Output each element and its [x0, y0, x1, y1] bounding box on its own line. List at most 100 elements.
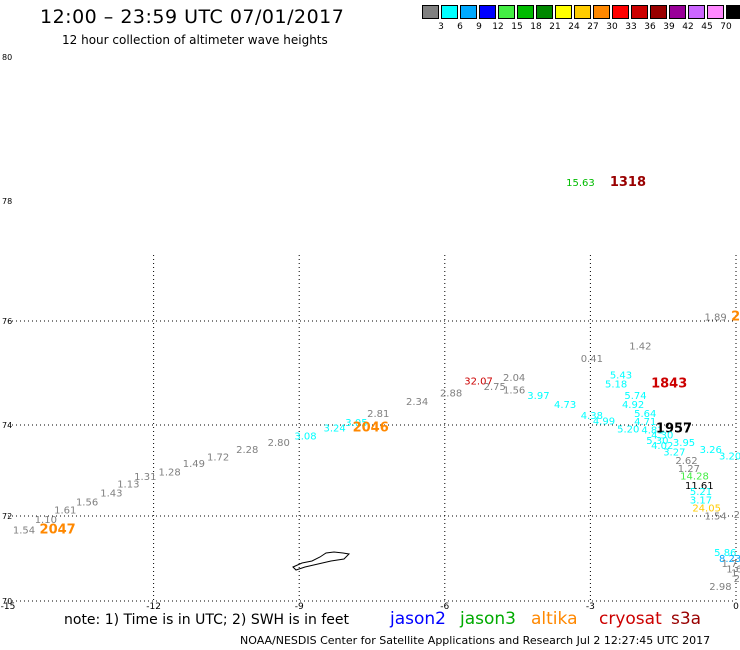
color-swatch [574, 5, 591, 19]
wave-height-label: 2.81 [367, 409, 389, 420]
wave-height-label: 0.41 [581, 354, 603, 365]
color-legend-label: 15 [511, 22, 523, 32]
wave-height-label: 2.98 [709, 582, 731, 593]
jan-mayen-island [292, 551, 351, 571]
observation-time-label: 1843 [651, 377, 687, 392]
wave-height-label: 1.54 [704, 511, 726, 522]
wave-height-label: 2 [734, 574, 740, 585]
color-legend-label: 45 [701, 22, 713, 32]
wave-height-label: 4.02 [651, 441, 673, 452]
wave-height-label: 1 [731, 568, 737, 579]
color-swatch [593, 5, 610, 19]
wave-height-label: 5.86 [714, 548, 736, 559]
axis-labels: 80 78 76 74 72 70-15 -12 -9 -6 -3 0 [1, 53, 739, 612]
color-swatch [536, 5, 553, 19]
lat-tick-label: 74 [2, 421, 12, 430]
satellite-legend-cryosat: cryosat [599, 609, 662, 629]
wave-height-label: 3.20 [719, 452, 740, 463]
observation-time-label: 20 [731, 309, 740, 324]
color-swatch [422, 5, 439, 19]
observation-time-label: 2046 [353, 421, 389, 436]
satellite-legend-s3a: s3a [671, 609, 702, 629]
wave-height-label: 24.05 [692, 504, 721, 515]
wave-height-label: 5.30 [646, 436, 668, 447]
color-swatch [612, 5, 629, 19]
wave-height-label: 2.88 [440, 389, 462, 400]
satellite-legend-jason3: jason3 [460, 609, 516, 629]
wave-height-label: 1.56 [503, 386, 525, 397]
color-swatch [498, 5, 515, 19]
wave-height-label: 2.34 [406, 397, 428, 408]
wave-height-label: 32.07 [464, 377, 493, 388]
lon-tick-label: -9 [295, 602, 304, 612]
color-legend-label: 24 [568, 22, 580, 32]
lon-tick-label: -3 [586, 602, 595, 612]
observation-time-label: 1318 [610, 175, 646, 190]
color-swatch [726, 5, 740, 19]
lat-tick-label: 72 [2, 512, 12, 521]
wave-height-label: 2.75 [484, 382, 506, 393]
wave-height-label: 1.72 [207, 452, 229, 463]
lat-tick-label: 76 [2, 317, 12, 326]
wave-height-label: 4.99 [593, 417, 615, 428]
wave-height-label: 1.89 [704, 312, 726, 323]
color-swatch [517, 5, 534, 19]
lon-tick-label: -12 [146, 602, 161, 612]
map-title: 12:00 – 23:59 UTC 07/01/2017 [40, 6, 345, 28]
wave-height-label: 1.56 [76, 497, 98, 508]
wave-height-label: 4.81 [641, 426, 663, 437]
wave-height-label: 5.18 [605, 380, 627, 391]
color-legend-label: 21 [549, 22, 561, 32]
color-legend-label: 70 [720, 22, 732, 32]
wave-height-label: 3.08 [294, 431, 316, 442]
wave-height-label: 2.28 [236, 445, 258, 456]
wave-height-label: 1.28 [158, 467, 180, 478]
color-legend-label: 42 [682, 22, 694, 32]
wave-height-label: 3.97 [527, 391, 549, 402]
wave-height-label: 5.64 [634, 409, 656, 420]
wave-height-label: 2.80 [268, 438, 290, 449]
wave-height-label: 3.95 [673, 438, 695, 449]
wave-height-label: 4.92 [622, 400, 644, 411]
lon-tick-label: 0 [733, 602, 739, 612]
footnote: note: 1) Time is in UTC; 2) SWH is in fe… [64, 612, 350, 628]
wave-height-label: 3.27 [663, 448, 685, 459]
color-legend-label: 3 [438, 22, 444, 32]
graticule [8, 255, 737, 602]
color-legend-label: 36 [644, 22, 656, 32]
color-swatch [669, 5, 686, 19]
wave-height-label: 2.04 [503, 373, 525, 384]
wave-height-label: 1.49 [183, 459, 205, 470]
map-subtitle: 12 hour collection of altimeter wave hei… [62, 33, 328, 47]
wave-height-label: 5.20 [617, 425, 639, 436]
wave-height-label: 4.73 [554, 400, 576, 411]
observation-time-label: 2047 [40, 523, 76, 538]
wave-height-label: 1.31 [134, 472, 156, 483]
color-legend-label: 30 [606, 22, 618, 32]
wave-height-label: 1.54 [13, 526, 35, 537]
satellite-legend-jason2: jason2 [390, 609, 446, 629]
wave-height-label: 2 [734, 510, 740, 521]
wave-height-label: 4.30 [651, 430, 673, 441]
wave-height-label: 1.7 [721, 559, 737, 570]
wave-height-label: 3.05 [345, 418, 367, 429]
credit-line: NOAA/NESDIS Center for Satellite Applica… [240, 634, 711, 647]
color-legend-label: 6 [457, 22, 463, 32]
wave-height-label: 1.43 [100, 488, 122, 499]
color-swatch [631, 5, 648, 19]
wave-height-label: 4.38 [581, 411, 603, 422]
wave-height-label: 1.13 [117, 479, 139, 490]
color-swatch [650, 5, 667, 19]
lat-tick-label: 70 [2, 597, 12, 606]
color-legend-label: 27 [587, 22, 599, 32]
wave-height-label: 14.28 [680, 471, 709, 482]
wave-height-label: 8.23 [719, 554, 740, 565]
satellite-legend-altika: altika [531, 609, 578, 629]
color-swatch [460, 5, 477, 19]
color-legend-label: 18 [530, 22, 542, 32]
color-swatch [688, 5, 705, 19]
wave-height-label: 3.26 [700, 445, 722, 456]
wave-height-label: 1.42 [629, 342, 651, 353]
color-swatch [707, 5, 724, 19]
